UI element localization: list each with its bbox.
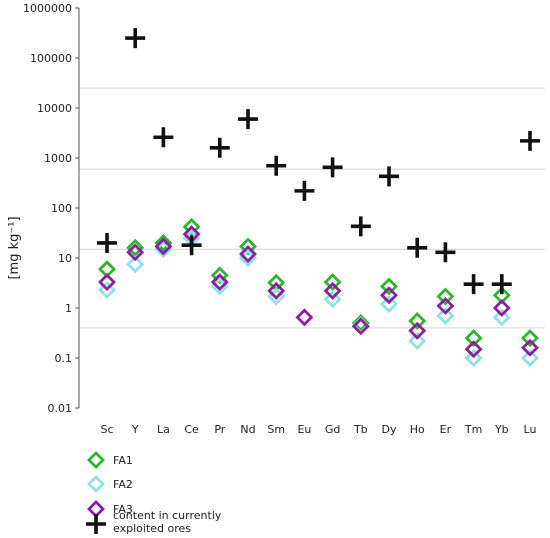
y-tick-label: 100000 — [30, 52, 72, 65]
point-fa2-tm — [464, 349, 483, 367]
x-tick-label-er: Er — [440, 423, 452, 436]
x-tick-label-nd: Nd — [240, 423, 255, 436]
point-fa1-tm — [464, 329, 483, 348]
point-fa3-la — [154, 237, 173, 256]
legend-label-fa1: FA1 — [113, 454, 133, 467]
legend-label-fa3: FA3 — [113, 503, 133, 516]
y-axis-ticks: 0.01 0.1 1 10 100 1000 10000 100000 1000000 — [23, 2, 79, 415]
point-fa2-yb — [492, 308, 511, 327]
y-tick-label: 1000 — [44, 152, 72, 165]
point-content-yb — [491, 274, 512, 295]
x-tick-label-y: Y — [131, 423, 139, 436]
point-fa1-er — [436, 287, 455, 306]
x-tick-label-pr: Pr — [214, 423, 225, 436]
point-fa2-sc — [98, 280, 116, 299]
x-tick-label-dy: Dy — [382, 423, 397, 436]
point-fa1-nd — [239, 237, 257, 256]
point-content-sc — [97, 232, 117, 253]
point-fa3-ho — [408, 321, 427, 340]
point-fa3-y — [126, 243, 145, 262]
x-tick-label-tb: Tb — [353, 423, 368, 436]
point-fa3-sc — [98, 273, 116, 292]
x-axis-tick-labels: Sc Y La Ce Pr Nd Sm Eu Gd Tb Dy Ho Er Tm Yb Lu — [100, 423, 536, 436]
legend-label-fa2: FA2 — [113, 478, 133, 491]
point-fa3-pr — [210, 273, 229, 292]
x-tick-label-sm: Sm — [267, 423, 285, 436]
y-tick-label: 1 — [65, 302, 72, 315]
point-fa1-gd — [323, 273, 342, 292]
data-points — [97, 28, 540, 367]
point-content-nd — [238, 109, 258, 130]
point-content-pr — [209, 137, 230, 158]
legend-symbol-content — [86, 514, 106, 534]
point-content-tm — [463, 274, 484, 295]
x-tick-label-gd: Gd — [325, 423, 341, 436]
point-content-tb — [350, 216, 371, 237]
x-tick-label-tm: Tm — [464, 423, 482, 436]
point-content-ce — [181, 235, 202, 256]
point-fa1-tb — [351, 314, 370, 333]
point-fa3-eu — [295, 308, 314, 327]
y-tick-label: 10000 — [37, 102, 72, 115]
x-tick-label-sc: Sc — [100, 423, 113, 436]
point-fa3-sm — [267, 281, 286, 300]
point-content-ho — [407, 237, 428, 258]
point-fa1-pr — [210, 266, 229, 285]
legend-label-content: content in currently exploited ores — [113, 509, 222, 535]
x-tick-label-lu: Lu — [524, 423, 537, 436]
x-tick-label-la: La — [157, 423, 170, 436]
point-fa1-ce — [182, 217, 201, 236]
series-fa1 — [98, 217, 539, 348]
point-fa2-y — [126, 255, 145, 274]
point-fa3-yb — [492, 299, 511, 317]
point-fa1-lu — [521, 329, 539, 348]
point-fa2-lu — [521, 349, 539, 367]
y-tick-label: 0.1 — [55, 352, 73, 365]
point-content-er — [435, 242, 456, 263]
point-fa1-la — [154, 233, 173, 252]
point-content-y — [125, 28, 146, 49]
point-fa2-dy — [380, 295, 398, 314]
point-fa2-er — [436, 306, 455, 325]
point-fa3-gd — [323, 281, 342, 300]
point-fa1-dy — [380, 277, 398, 296]
x-tick-label-eu: Eu — [297, 423, 311, 436]
point-fa3-tm — [464, 340, 483, 359]
series-content-in-currently-exploited-ores — [97, 28, 540, 295]
legend-symbol-fa2 — [87, 475, 105, 493]
x-tick-label-yb: Yb — [494, 423, 509, 436]
point-content-eu — [294, 180, 315, 201]
point-fa2-ho — [408, 331, 427, 350]
y-tick-label: 1000000 — [23, 2, 72, 15]
point-fa3-er — [436, 296, 455, 315]
point-fa3-nd — [239, 245, 257, 264]
point-fa3-lu — [521, 338, 539, 357]
point-fa3-dy — [380, 286, 398, 305]
point-fa1-ho — [408, 312, 427, 330]
point-fa2-gd — [323, 290, 342, 309]
point-content-lu — [520, 130, 540, 151]
point-content-la — [153, 127, 174, 148]
legend-symbol-fa3 — [87, 500, 105, 518]
point-fa1-y — [126, 238, 145, 257]
point-content-sm — [266, 155, 287, 176]
x-tick-label-ce: Ce — [184, 423, 199, 436]
legend-symbol-fa1 — [87, 451, 105, 469]
y-axis-label: [mg kg⁻¹] — [7, 216, 22, 279]
point-content-dy — [379, 166, 399, 187]
y-tick-label: 100 — [51, 202, 72, 215]
point-content-gd — [322, 157, 343, 178]
x-tick-label-ho: Ho — [410, 423, 425, 436]
y-tick-label: 0.01 — [48, 402, 73, 415]
y-tick-label: 10 — [58, 252, 72, 265]
point-fa3-tb — [351, 317, 370, 336]
